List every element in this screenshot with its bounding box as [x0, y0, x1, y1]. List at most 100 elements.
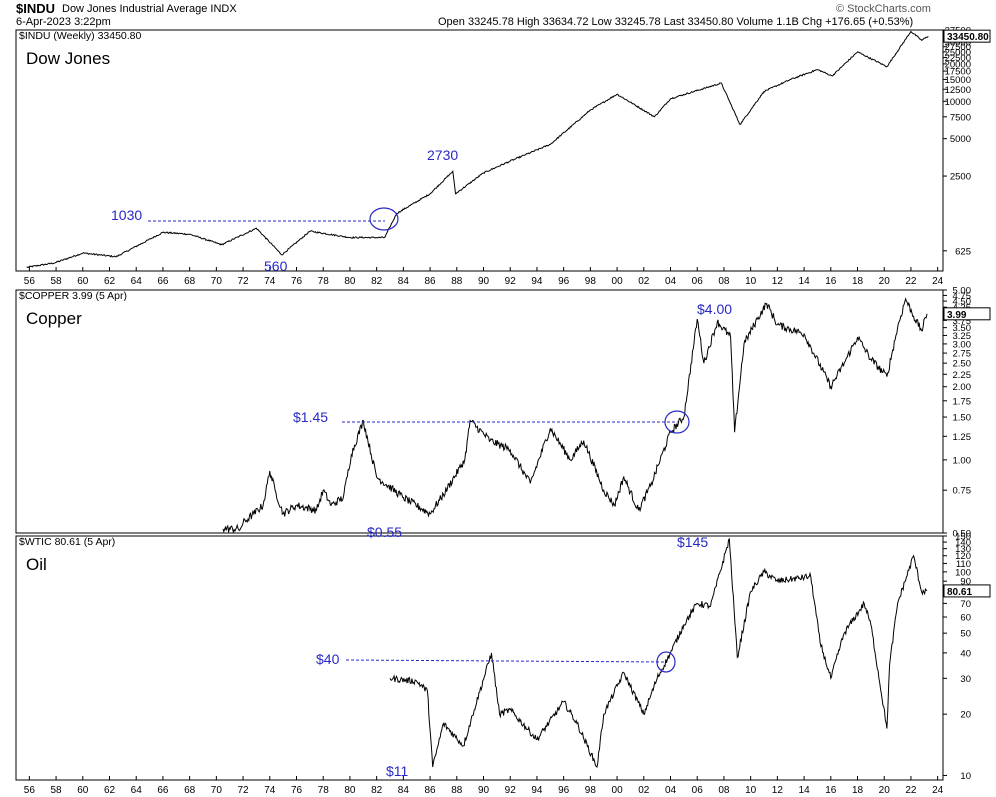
- x-tick-label: 68: [184, 785, 196, 796]
- x-tick-label: 82: [371, 276, 383, 287]
- x-tick-label: 90: [478, 276, 490, 287]
- y-tick-label: 15000: [945, 75, 971, 86]
- y-tick-label: 22500: [945, 53, 971, 64]
- x-tick-label: 18: [852, 785, 864, 796]
- y-tick-label: 110: [956, 559, 971, 570]
- x-tick-label: 96: [558, 785, 570, 796]
- x-tick-label: 64: [131, 785, 143, 796]
- y-tick-label: 30000: [945, 38, 971, 49]
- x-tick-label: 76: [291, 785, 303, 796]
- x-tick-label: 08: [718, 276, 730, 287]
- annotation-copper-400: $4.00: [697, 301, 732, 317]
- x-tick-label: 90: [478, 785, 490, 796]
- x-tick-label: 88: [451, 276, 463, 287]
- y-tick-label: 130: [955, 544, 971, 555]
- y-tick-label: 120: [955, 551, 971, 562]
- y-tick-label: 2.75: [953, 349, 972, 360]
- y-tick-label: 4.75: [953, 291, 972, 302]
- y-tick-label: 2500: [950, 172, 971, 183]
- price-line-2: [222, 297, 928, 534]
- last-value-label: 3.99: [947, 310, 967, 321]
- x-tick-label: 64: [131, 276, 143, 287]
- last-value-box: [943, 584, 991, 598]
- x-tick-label: 96: [558, 276, 570, 287]
- y-tick-label: 140: [955, 538, 971, 549]
- breakout-circle-copper: [664, 410, 690, 434]
- x-tick-label: 00: [612, 276, 624, 287]
- y-tick-label: 1.00: [953, 455, 972, 466]
- y-tick-label: 2.00: [953, 382, 972, 393]
- panel-legend: $INDU (Weekly) 33450.80: [19, 30, 142, 42]
- y-tick-label: 30: [960, 674, 971, 685]
- last-value-box: [943, 29, 991, 43]
- x-tick-label: 72: [238, 785, 250, 796]
- price-line-3: [389, 537, 928, 768]
- x-tick-label: 10: [745, 276, 757, 287]
- x-tick-label: 08: [718, 785, 730, 796]
- x-tick-label: 16: [825, 276, 837, 287]
- y-tick-label: 3.00: [953, 339, 972, 350]
- x-tick-label: 84: [398, 276, 410, 287]
- x-tick-label: 12: [772, 276, 784, 287]
- y-tick-label: 17500: [945, 67, 971, 78]
- y-tick-label: 3.25: [953, 331, 972, 342]
- x-tick-label: 20: [879, 785, 891, 796]
- x-tick-label: 60: [77, 276, 89, 287]
- x-tick-label: 04: [665, 785, 677, 796]
- annotation-560: 560: [264, 258, 288, 274]
- last-value-label: 33450.80: [947, 32, 989, 43]
- annotation-copper-145: $1.45: [293, 409, 328, 425]
- x-tick-label: 06: [692, 785, 704, 796]
- y-tick-label: 2.50: [953, 359, 972, 370]
- x-tick-label: 58: [51, 276, 63, 287]
- y-tick-label: 2.25: [953, 370, 972, 381]
- panel-frame-2: [15, 289, 944, 534]
- quote-line: Open 33245.78 High 33634.72 Low 33245.78…: [438, 16, 914, 28]
- x-tick-label: 88: [451, 785, 463, 796]
- x-tick-label: 22: [905, 276, 917, 287]
- x-tick-label: 00: [612, 785, 624, 796]
- x-tick-label: 70: [211, 276, 223, 287]
- y-tick-label: 1.75: [953, 396, 972, 407]
- y-tick-label: 20: [960, 710, 971, 721]
- x-tick-label: 98: [585, 785, 597, 796]
- symbol-title: $INDU: [16, 1, 56, 16]
- x-tick-label: 86: [425, 785, 437, 796]
- x-tick-label: 94: [531, 276, 543, 287]
- x-tick-label: 58: [51, 785, 63, 796]
- panel-title: Copper: [26, 309, 82, 328]
- x-tick-label: 98: [585, 276, 597, 287]
- y-tick-label: 4.50: [953, 297, 972, 308]
- x-tick-label: 82: [371, 785, 383, 796]
- annotation-1030: 1030: [111, 207, 142, 223]
- x-tick-label: 14: [799, 276, 811, 287]
- y-tick-label: 150: [955, 532, 971, 543]
- panel-legend: $WTIC 80.61 (5 Apr): [19, 536, 115, 548]
- x-tick-label: 84: [398, 785, 410, 796]
- y-tick-label: 3.50: [953, 323, 972, 334]
- x-tick-label: 94: [531, 785, 543, 796]
- y-tick-label: 70: [960, 599, 971, 610]
- x-tick-label: 86: [425, 276, 437, 287]
- x-tick-label: 20: [879, 276, 891, 287]
- price-line-1: [26, 30, 929, 268]
- y-tick-label: 50: [960, 629, 971, 640]
- panel-frame-3: [15, 535, 944, 781]
- x-tick-label: 56: [24, 785, 36, 796]
- x-tick-label: 80: [344, 785, 356, 796]
- annotation-oil-11: $11: [386, 763, 409, 779]
- x-tick-label: 10: [745, 785, 757, 796]
- x-tick-label: 78: [318, 276, 330, 287]
- y-tick-label: 5.00: [953, 286, 972, 297]
- x-tick-label: 72: [238, 276, 250, 287]
- index-name: Dow Jones Industrial Average INDX: [62, 3, 237, 15]
- x-tick-label: 92: [505, 276, 517, 287]
- x-tick-label: 70: [211, 785, 223, 796]
- chart-date: 6-Apr-2023 3:22pm: [16, 16, 111, 28]
- x-tick-label: 56: [24, 276, 36, 287]
- x-tick-label: 66: [157, 785, 169, 796]
- y-tick-label: 1.50: [953, 413, 972, 424]
- y-tick-label: 10: [960, 771, 971, 782]
- y-tick-label: 10000: [945, 97, 971, 108]
